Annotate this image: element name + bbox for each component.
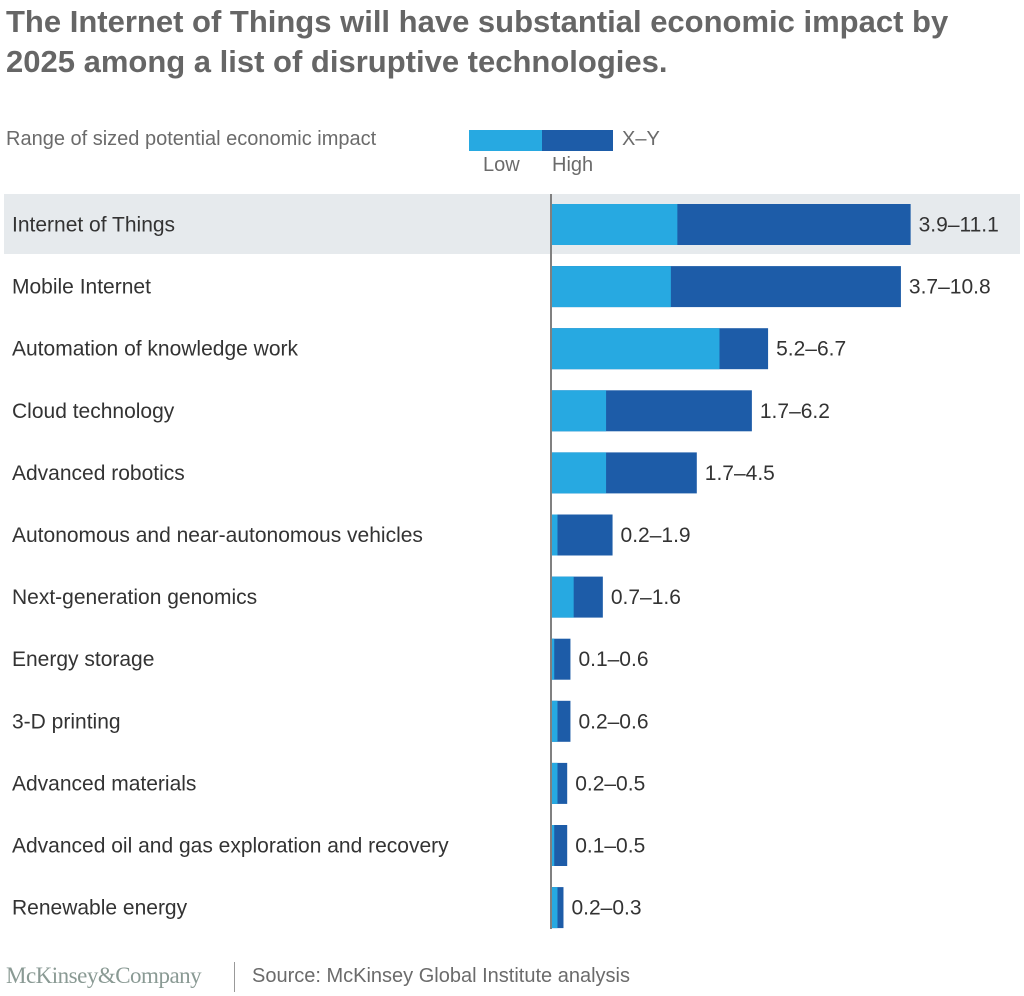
legend-low-swatch	[469, 130, 542, 151]
data-label: 0.1–0.5	[575, 835, 645, 858]
legend-format-label: X–Y	[622, 128, 660, 150]
bar-low	[551, 887, 558, 929]
bar-low	[551, 204, 678, 245]
data-label: 0.2–1.9	[621, 524, 691, 547]
category-label: Autonomous and near-autonomous vehicles	[12, 524, 423, 547]
footer-separator	[234, 962, 235, 992]
data-label: 5.2–6.7	[776, 338, 846, 361]
data-label: 3.9–11.1	[919, 214, 999, 237]
category-label: Renewable energy	[12, 897, 188, 920]
source-note: Source: McKinsey Global Institute analys…	[252, 965, 630, 987]
bar-high	[551, 514, 613, 556]
data-label: 1.7–6.2	[760, 400, 830, 423]
bar-low	[551, 638, 555, 680]
data-label: 1.7–4.5	[705, 462, 775, 485]
bar-low	[551, 700, 558, 742]
data-label: 0.2–0.3	[571, 897, 641, 920]
legend-label: Range of sized potential economic impact	[6, 128, 377, 150]
category-label: Automation of knowledge work	[12, 338, 298, 361]
chart-title: The Internet of Things will have substan…	[6, 4, 949, 79]
bar-low	[551, 514, 558, 556]
legend-high-swatch	[542, 130, 613, 151]
bar-low	[551, 452, 607, 494]
bar-low	[551, 390, 607, 432]
category-label: Mobile Internet	[12, 276, 151, 299]
bar-low	[551, 576, 574, 618]
category-label: Advanced oil and gas exploration and rec…	[12, 835, 449, 858]
category-label: Energy storage	[12, 648, 154, 671]
bar-high	[551, 825, 568, 866]
data-label: 0.7–1.6	[611, 586, 681, 609]
category-label: Next-generation genomics	[12, 586, 257, 609]
category-label: Advanced robotics	[12, 462, 185, 485]
zero-axis-line	[550, 194, 552, 929]
bar-low	[551, 762, 558, 804]
category-label: 3-D printing	[12, 710, 121, 733]
data-label: 0.2–0.6	[578, 710, 648, 733]
category-label: Advanced materials	[12, 772, 196, 795]
bar-low	[551, 328, 720, 370]
data-label: 0.2–0.5	[575, 772, 645, 795]
bar-high	[551, 638, 571, 680]
data-label: 0.1–0.6	[578, 648, 648, 671]
data-label: 3.7–10.8	[909, 276, 991, 299]
bar-low	[551, 825, 555, 866]
legend-low-label: Low	[483, 154, 520, 176]
legend-high-label: High	[552, 154, 594, 176]
bar-low	[551, 266, 671, 308]
category-label: Internet of Things	[12, 214, 175, 237]
category-label: Cloud technology	[12, 400, 175, 423]
mckinsey-logo: McKinsey&Company	[6, 963, 202, 988]
